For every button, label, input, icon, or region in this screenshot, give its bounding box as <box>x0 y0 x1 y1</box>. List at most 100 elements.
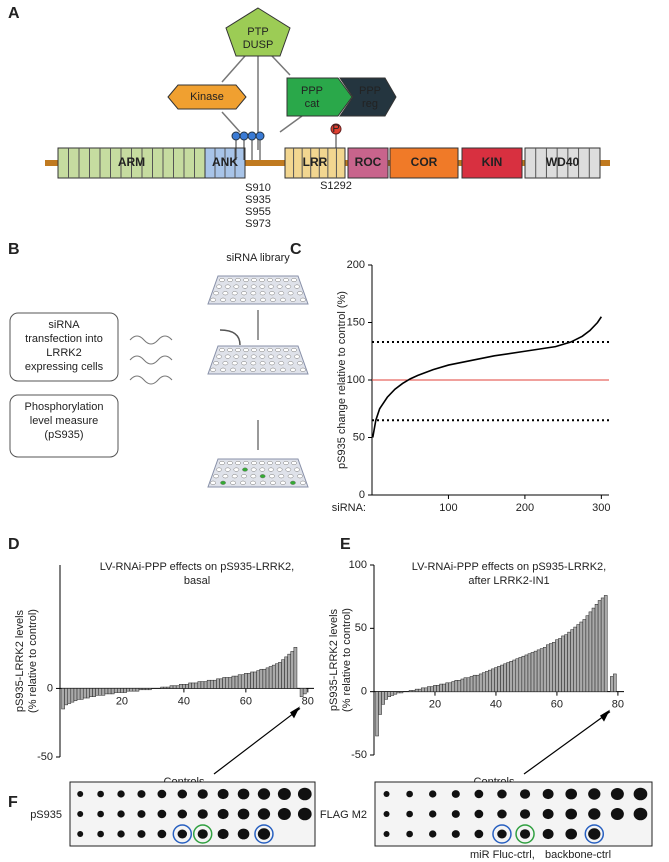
y-tick-label: 0 <box>361 686 367 698</box>
workflow-box <box>9 312 119 382</box>
well <box>213 361 219 366</box>
domain-label: ROC <box>355 155 382 169</box>
bar <box>64 688 68 706</box>
well <box>210 367 216 372</box>
blot-dot <box>497 809 507 819</box>
y-tick-label: 100 <box>349 559 367 571</box>
well <box>275 277 281 283</box>
bar <box>250 671 254 689</box>
well <box>259 347 265 353</box>
bar <box>256 670 261 689</box>
bar <box>101 688 106 696</box>
bar <box>457 680 462 692</box>
blot-dot <box>197 829 208 839</box>
y-axis-label: (% relative to control) <box>341 608 353 712</box>
bar <box>472 674 477 692</box>
well <box>267 460 273 466</box>
ctrl-circle <box>192 824 213 844</box>
blot-dot <box>474 789 484 799</box>
well <box>251 277 257 283</box>
well <box>290 367 296 372</box>
ctrl-circle <box>584 824 605 844</box>
well <box>291 347 297 353</box>
blot-dot <box>237 808 250 820</box>
phospho-label: P <box>332 123 339 135</box>
workflow-text: expressing cells <box>25 361 104 373</box>
bar <box>209 679 214 689</box>
bar <box>219 678 223 689</box>
blot-dot <box>406 810 413 818</box>
blot-label: pS935 <box>30 809 62 821</box>
well <box>250 467 257 472</box>
blot-dot <box>406 790 413 798</box>
bar <box>500 664 504 692</box>
blot-dot <box>77 831 84 837</box>
bar <box>182 684 186 689</box>
x-tick-label: 80 <box>612 699 624 711</box>
well <box>287 291 294 296</box>
blot-dot <box>77 791 84 797</box>
bar <box>561 635 565 692</box>
y-axis-label: (% relative to control) <box>27 609 39 713</box>
bar <box>421 687 425 692</box>
domain-label: COR <box>411 155 438 169</box>
workflow-text: Phosphorylation <box>25 401 104 413</box>
well <box>297 474 303 479</box>
well <box>276 467 283 472</box>
blot-dot <box>177 789 188 799</box>
panel-label: A <box>8 5 20 22</box>
blot-dot <box>542 788 554 800</box>
blot-dot <box>217 808 229 820</box>
bar <box>579 621 584 692</box>
blot-dot <box>137 790 146 798</box>
domain-label: ARM <box>118 155 145 169</box>
bar <box>509 661 513 692</box>
blot-dot <box>451 810 460 818</box>
bar <box>132 688 137 692</box>
y-axis-label: pS935 change relative to control (%) <box>336 291 348 469</box>
well <box>224 354 231 359</box>
chart-title: basal <box>184 575 210 587</box>
sirna <box>129 355 173 365</box>
bar <box>494 667 498 692</box>
bar <box>166 686 171 689</box>
blot <box>69 781 316 847</box>
bar <box>262 668 267 689</box>
bar <box>445 682 449 692</box>
bar <box>396 691 401 694</box>
bar <box>521 655 526 692</box>
blot-dot <box>97 790 104 798</box>
bar <box>564 634 568 692</box>
panel-label: F <box>8 794 18 811</box>
well <box>224 284 231 289</box>
blot-dot <box>117 790 125 798</box>
bar <box>138 688 143 691</box>
ppp-cat-shape <box>286 77 353 117</box>
blot-dot <box>474 829 484 839</box>
bar <box>253 671 257 689</box>
well <box>227 347 233 353</box>
blot-dot <box>97 830 104 838</box>
well <box>285 284 292 289</box>
bar <box>228 677 233 689</box>
well <box>260 297 266 302</box>
well <box>210 297 216 302</box>
bar <box>237 674 242 689</box>
bar <box>439 683 443 692</box>
well <box>243 460 249 466</box>
ctrl-circle <box>515 824 535 844</box>
well <box>241 474 247 479</box>
well <box>269 361 275 366</box>
bar <box>427 686 431 692</box>
well <box>210 480 216 485</box>
well <box>251 460 257 466</box>
bar <box>231 675 236 689</box>
bar <box>73 688 78 702</box>
legend-text: miR Fluc-ctrl, <box>470 849 535 861</box>
y-axis-label: pS935-LRRK2 levels <box>328 608 340 711</box>
bar <box>567 631 571 692</box>
workflow-label: siRNA library <box>226 252 290 264</box>
well <box>240 297 246 302</box>
workflow-text: transfection into <box>25 333 103 345</box>
phospho-site <box>255 131 265 141</box>
